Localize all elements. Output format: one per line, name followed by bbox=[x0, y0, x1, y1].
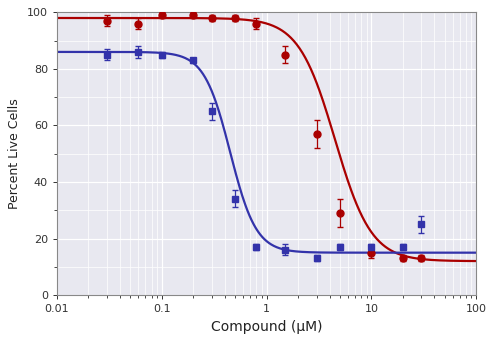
X-axis label: Compound (μM): Compound (μM) bbox=[211, 320, 322, 334]
Y-axis label: Percent Live Cells: Percent Live Cells bbox=[8, 98, 21, 209]
